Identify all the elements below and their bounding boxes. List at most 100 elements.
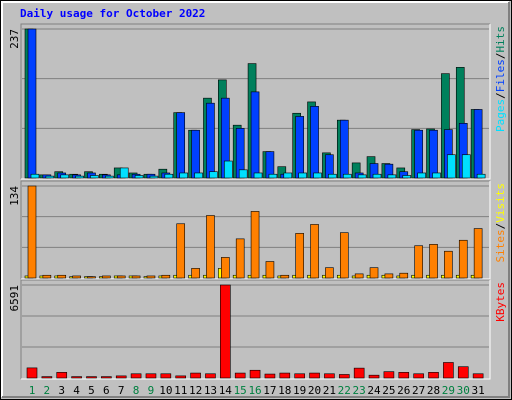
x-tick-label: 3	[58, 384, 65, 397]
x-tick-label: 14	[219, 384, 233, 397]
x-tick-label: 2	[44, 384, 51, 397]
bar	[328, 173, 337, 179]
x-tick-label: 16	[248, 384, 261, 397]
bar	[250, 211, 260, 279]
bar	[209, 171, 218, 179]
plot-bevel-light	[21, 280, 491, 380]
bar	[205, 373, 216, 379]
bar	[194, 172, 203, 179]
bar	[357, 174, 367, 179]
x-tick-label: 15	[234, 384, 247, 397]
plot-bevel-dark	[20, 279, 490, 379]
bar	[387, 174, 397, 179]
bar	[476, 173, 486, 179]
bar	[90, 175, 99, 179]
bar	[191, 268, 200, 279]
bar	[221, 257, 230, 279]
bar	[87, 276, 96, 279]
legend-entry: Files	[494, 59, 507, 92]
bar	[71, 376, 82, 379]
x-tick-label: 23	[353, 384, 366, 397]
x-tick-label: 29	[442, 384, 455, 397]
bar	[160, 373, 172, 379]
legend-entry: Hits	[494, 26, 507, 53]
bar	[398, 372, 410, 379]
bar	[235, 238, 245, 279]
bar	[149, 175, 159, 179]
bar	[339, 232, 349, 279]
x-tick-label: 12	[189, 384, 202, 397]
x-tick-label: 22	[338, 384, 351, 397]
bar	[444, 250, 453, 279]
legend-separator: /	[494, 223, 507, 230]
x-tick-label: 11	[174, 384, 187, 397]
legend-entry: Sites	[494, 229, 507, 262]
bar	[116, 275, 126, 279]
bar	[447, 154, 456, 179]
legend-entry: Visits	[494, 183, 507, 223]
plot-bevel-dark	[20, 180, 490, 279]
bar	[265, 261, 275, 279]
bar	[429, 244, 438, 279]
x-tick-label: 21	[323, 384, 336, 397]
bar	[179, 172, 189, 179]
bar	[414, 245, 423, 279]
bar	[175, 375, 187, 379]
bar	[432, 172, 441, 179]
bar	[461, 154, 471, 179]
x-tick-label: 28	[427, 384, 440, 397]
bar	[279, 372, 291, 379]
bar	[428, 372, 439, 379]
x-tick-label: 26	[397, 384, 410, 397]
bar	[164, 173, 174, 179]
bar	[429, 129, 438, 179]
bar	[249, 369, 261, 379]
bar	[354, 273, 364, 279]
bar	[146, 275, 156, 279]
bar	[457, 366, 469, 379]
bar	[102, 275, 111, 279]
x-tick-label: 25	[382, 384, 395, 397]
bar	[105, 175, 114, 179]
plot-bevel-dark	[20, 23, 490, 179]
bar	[56, 372, 68, 379]
bar	[130, 373, 142, 379]
bar	[72, 275, 81, 279]
bar	[176, 223, 186, 279]
bar	[60, 174, 70, 179]
plot-bevel-light	[21, 24, 491, 180]
y-tick-label: 237	[8, 29, 21, 49]
bar	[295, 233, 304, 279]
bar	[42, 274, 52, 279]
bar	[27, 185, 37, 279]
bar	[310, 106, 319, 179]
x-tick-label: 30	[457, 384, 470, 397]
x-tick-label: 7	[118, 384, 125, 397]
bar	[402, 175, 412, 179]
bar	[238, 169, 248, 179]
bar	[383, 371, 395, 379]
bar	[57, 274, 67, 279]
bar	[399, 272, 409, 279]
bar	[473, 109, 483, 179]
x-tick-label: 10	[159, 384, 172, 397]
bar	[115, 375, 127, 379]
bar	[26, 367, 38, 379]
bar	[101, 376, 112, 379]
bar	[41, 376, 53, 379]
bar	[473, 228, 483, 279]
bar	[458, 239, 468, 279]
bar	[45, 175, 55, 179]
x-tick-label: 24	[367, 384, 381, 397]
bar	[131, 275, 141, 279]
x-tick-label: 20	[308, 384, 321, 397]
legend-entry: Pages	[494, 99, 507, 132]
x-tick-label: 4	[73, 384, 80, 397]
bar	[313, 172, 322, 179]
bar	[75, 175, 84, 179]
bar	[295, 116, 304, 179]
